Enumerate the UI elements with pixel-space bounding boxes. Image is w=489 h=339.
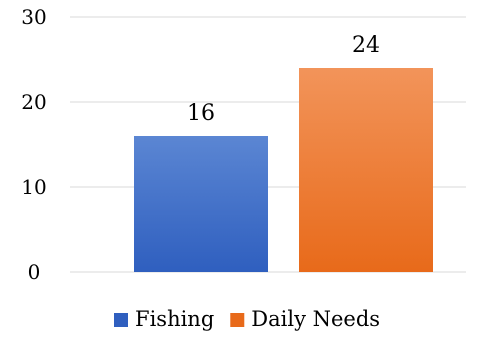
legend-label-fishing: Fishing <box>135 307 214 331</box>
bars <box>134 68 433 272</box>
bar-fishing <box>134 136 268 272</box>
data-label-fishing: 16 <box>187 101 215 126</box>
legend-item-daily-needs: Daily Needs <box>230 307 380 331</box>
legend-swatch-daily-needs <box>230 313 244 327</box>
legend-swatch-fishing <box>114 313 128 327</box>
y-tick-label-30: 30 <box>21 5 46 29</box>
y-tick-label-0: 0 <box>28 260 41 284</box>
bar-daily-needs <box>299 68 433 272</box>
legend-label-daily-needs: Daily Needs <box>251 307 380 331</box>
legend-item-fishing: Fishing <box>114 307 214 331</box>
y-axis-ticks: 0 10 20 30 <box>21 5 46 284</box>
data-label-daily-needs: 24 <box>352 33 380 58</box>
legend: Fishing Daily Needs <box>114 307 380 331</box>
y-tick-label-20: 20 <box>21 90 46 114</box>
y-tick-label-10: 10 <box>21 175 46 199</box>
